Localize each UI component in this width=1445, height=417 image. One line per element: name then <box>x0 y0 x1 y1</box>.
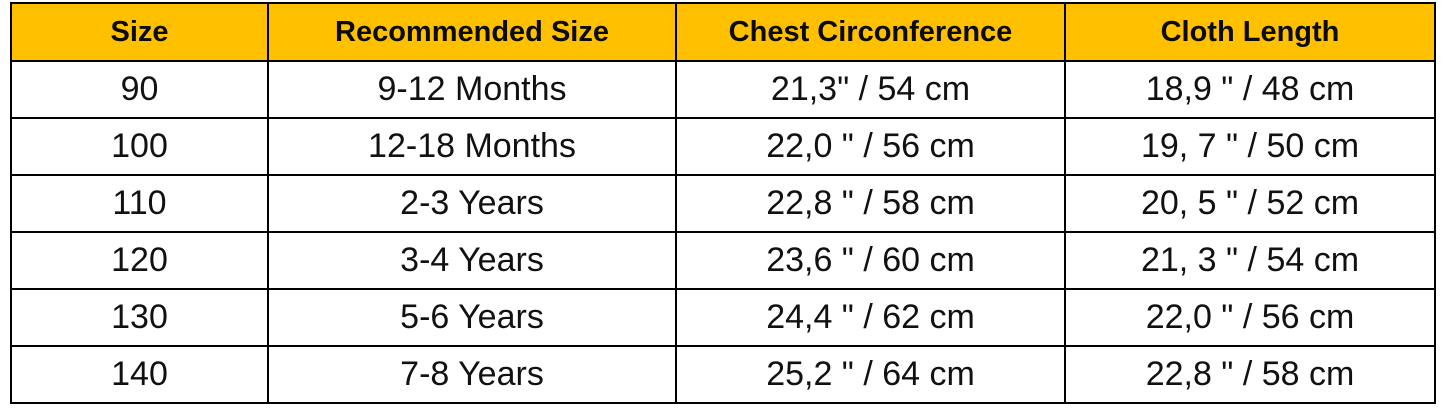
table-row: 100 12-18 Months 22,0 " / 56 cm 19, 7 " … <box>10 117 1436 176</box>
cell-recommended-size: 9-12 Months <box>267 60 677 119</box>
cell-cloth-length: 22,0 " / 56 cm <box>1064 288 1436 347</box>
cell-chest-circonference: 21,3" / 54 cm <box>675 60 1066 119</box>
size-chart-table: Size Recommended Size Chest Circonferenc… <box>10 2 1436 404</box>
cell-recommended-size: 2-3 Years <box>267 174 677 233</box>
cell-cloth-length: 21, 3 " / 54 cm <box>1064 231 1436 290</box>
cell-cloth-length: 19, 7 " / 50 cm <box>1064 117 1436 176</box>
table-row: 140 7-8 Years 25,2 " / 64 cm 22,8 " / 58… <box>10 345 1436 404</box>
table-body: 90 9-12 Months 21,3" / 54 cm 18,9 " / 48… <box>10 60 1436 404</box>
cell-size: 140 <box>10 345 269 404</box>
cell-chest-circonference: 22,8 " / 58 cm <box>675 174 1066 233</box>
header-chest-circonference: Chest Circonference <box>675 2 1066 62</box>
cell-chest-circonference: 25,2 " / 64 cm <box>675 345 1066 404</box>
table-row: 90 9-12 Months 21,3" / 54 cm 18,9 " / 48… <box>10 60 1436 119</box>
table-header: Size Recommended Size Chest Circonferenc… <box>10 2 1436 62</box>
cell-chest-circonference: 24,4 " / 62 cm <box>675 288 1066 347</box>
cell-chest-circonference: 23,6 " / 60 cm <box>675 231 1066 290</box>
cell-recommended-size: 3-4 Years <box>267 231 677 290</box>
table-row: 130 5-6 Years 24,4 " / 62 cm 22,0 " / 56… <box>10 288 1436 347</box>
cell-recommended-size: 7-8 Years <box>267 345 677 404</box>
cell-cloth-length: 22,8 " / 58 cm <box>1064 345 1436 404</box>
table-row: 110 2-3 Years 22,8 " / 58 cm 20, 5 " / 5… <box>10 174 1436 233</box>
cell-recommended-size: 5-6 Years <box>267 288 677 347</box>
cell-size: 110 <box>10 174 269 233</box>
cell-cloth-length: 18,9 " / 48 cm <box>1064 60 1436 119</box>
header-size: Size <box>10 2 269 62</box>
cell-size: 100 <box>10 117 269 176</box>
header-cloth-length: Cloth Length <box>1064 2 1436 62</box>
cell-size: 90 <box>10 60 269 119</box>
cell-chest-circonference: 22,0 " / 56 cm <box>675 117 1066 176</box>
header-recommended-size: Recommended Size <box>267 2 677 62</box>
cell-size: 120 <box>10 231 269 290</box>
cell-size: 130 <box>10 288 269 347</box>
table-row: 120 3-4 Years 23,6 " / 60 cm 21, 3 " / 5… <box>10 231 1436 290</box>
header-row: Size Recommended Size Chest Circonferenc… <box>10 2 1436 62</box>
cell-cloth-length: 20, 5 " / 52 cm <box>1064 174 1436 233</box>
cell-recommended-size: 12-18 Months <box>267 117 677 176</box>
